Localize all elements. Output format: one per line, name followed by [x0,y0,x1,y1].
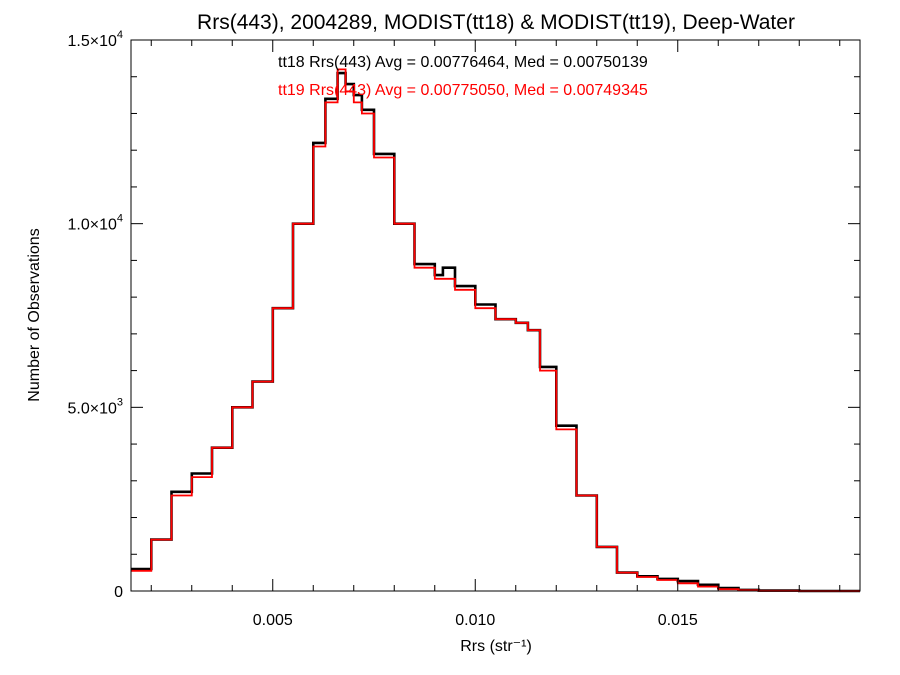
plot-series-group [131,68,860,593]
plot-frame [130,39,861,592]
y-tick-label: 0 [114,584,123,601]
x-tick-label: 0.010 [455,612,495,629]
axis-ticks-group [131,39,860,592]
x-axis-label: Rrs (str⁻¹) [460,638,532,655]
y-tick-label: 5.0×103 [67,396,123,417]
tick-labels-group: 0.005 0.010 0.015 0 5.0×103 1.0×104 1.5×104 [67,29,697,629]
y-axis-label: Number of Observations [26,228,43,401]
series-tt18-line [131,71,860,593]
chart-title: Rrs(443), 2004289, MODIST(tt18) & MODIST… [197,11,795,34]
y-tick-label: 1.0×104 [67,213,123,234]
annotation-tt19: tt19 Rrs(443) Avg = 0.00775050, Med = 0.… [278,82,648,99]
x-tick-label: 0.015 [658,612,698,629]
annotation-tt18: tt18 Rrs(443) Avg = 0.00776464, Med = 0.… [278,54,648,71]
series-tt19-line [131,68,860,592]
y-tick-label: 1.5×104 [67,29,123,50]
x-tick-label: 0.005 [253,612,293,629]
